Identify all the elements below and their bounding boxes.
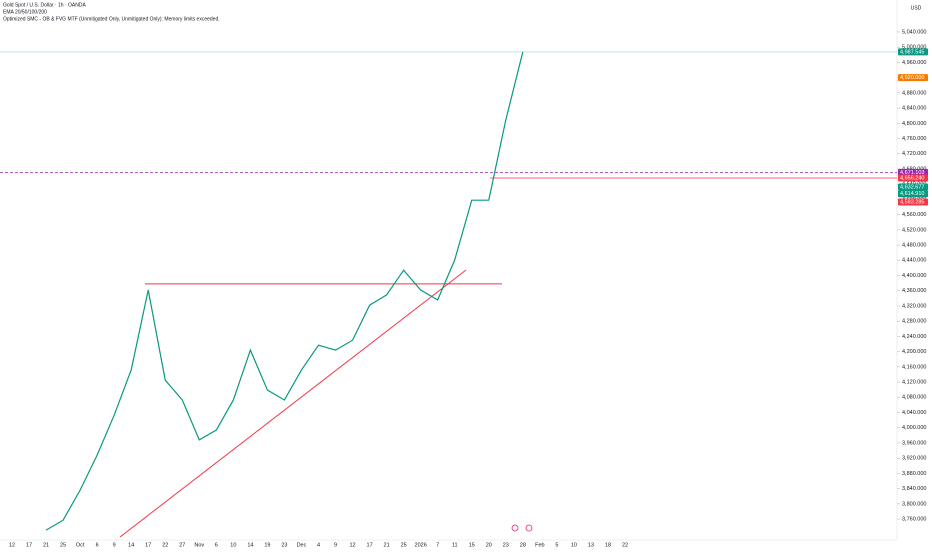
- y-tick-label: 5,040.000: [902, 29, 926, 35]
- y-tick-label: 4,520.000: [902, 227, 926, 233]
- x-tick-label: 6: [96, 542, 99, 548]
- x-tick-label: 12: [349, 542, 355, 548]
- y-tick-label: 5,000.000: [902, 45, 926, 51]
- y-tick-label: 4,120.000: [902, 380, 926, 386]
- x-tick-label: 15: [469, 542, 475, 548]
- trend-line: [119, 269, 467, 538]
- y-tick-label: 4,320.000: [902, 303, 926, 309]
- y-tick-label: 4,840.000: [902, 106, 926, 112]
- x-tick-label: 10: [571, 542, 577, 548]
- x-tick-label: 14: [247, 542, 253, 548]
- y-tick-label: 4,240.000: [902, 334, 926, 340]
- y-tick-label: 4,560.000: [902, 212, 926, 218]
- x-tick-label: 14: [128, 542, 134, 548]
- x-tick-label: Oct: [76, 542, 85, 548]
- indicator: EMA 20/50/100/200: [3, 9, 47, 15]
- price-line: [45, 51, 524, 531]
- price-tag-label: 4,656.240: [900, 175, 924, 181]
- x-tick-label: 5: [555, 542, 558, 548]
- price-tag-label: 4,671.103: [900, 170, 924, 176]
- price-tag-label: 4,632.677: [900, 184, 924, 190]
- y-tick-label: 4,800.000: [902, 121, 926, 127]
- y-tick-label: 4,040.000: [902, 410, 926, 416]
- x-tick-label: 21: [43, 542, 49, 548]
- price-tag: [898, 174, 928, 182]
- x-tick-label: 7: [436, 542, 439, 548]
- x-tick-label: Dec: [297, 542, 307, 548]
- y-tick-label: 3,880.000: [902, 471, 926, 477]
- y-tick-label: 4,880.000: [902, 90, 926, 96]
- x-tick-label: 6: [215, 542, 218, 548]
- price-tag: [898, 48, 928, 56]
- x-tick-label: 12: [9, 542, 15, 548]
- x-tick-label: 17: [367, 542, 373, 548]
- price-tag: [898, 183, 928, 191]
- x-tick-label: 17: [26, 542, 32, 548]
- x-tick-label: Feb: [535, 542, 544, 548]
- price-tag-label: 4,920.000: [900, 75, 924, 81]
- x-tick-label: 4: [317, 542, 320, 548]
- y-tick-label: 4,440.000: [902, 258, 926, 264]
- indicator: Optimized SMC - OB & FVG MTF (Unmitigate…: [3, 16, 220, 22]
- y-tick-label: 3,760.000: [902, 517, 926, 523]
- x-tick-label: 17: [145, 542, 151, 548]
- x-tick-label: 11: [452, 542, 458, 548]
- y-tick-label: 4,720.000: [902, 151, 926, 157]
- x-tick-label: 2026: [415, 542, 427, 548]
- y-tick-label: 4,280.000: [902, 319, 926, 325]
- price-tag-label: 4,987.545: [900, 49, 924, 55]
- x-tick-label: 20: [486, 542, 492, 548]
- y-tick-label: 4,160.000: [902, 364, 926, 370]
- y-tick-label: 4,080.000: [902, 395, 926, 401]
- currency: USD: [911, 5, 922, 11]
- y-tick-label: 4,200.000: [902, 349, 926, 355]
- price-tag: [898, 74, 928, 82]
- x-tick-label: 22: [162, 542, 168, 548]
- price-tag: [898, 198, 928, 206]
- x-tick-label: 25: [60, 542, 66, 548]
- price-tag-label: 4,614.910: [900, 191, 924, 197]
- x-tick-label: 22: [622, 542, 628, 548]
- event-icon: [525, 524, 533, 532]
- x-tick-label: 9: [113, 542, 116, 548]
- y-tick-label: 4,960.000: [902, 60, 926, 66]
- price-tag-label: 4,593.285: [900, 199, 924, 205]
- x-tick-label: 10: [230, 542, 236, 548]
- x-tick-label: 23: [281, 542, 287, 548]
- y-tick-label: 4,360.000: [902, 288, 926, 294]
- y-tick-label: 3,960.000: [902, 440, 926, 446]
- event-icon: [511, 524, 519, 532]
- y-tick-label: 4,000.000: [902, 425, 926, 431]
- x-tick-label: 18: [605, 542, 611, 548]
- chart-title: Gold Spot / U.S. Dollar · 1h · OANDA: [3, 2, 86, 8]
- x-tick-label: 25: [401, 542, 407, 548]
- y-tick-label: 4,480.000: [902, 243, 926, 249]
- price-tag: [898, 190, 928, 198]
- x-tick-label: 13: [588, 542, 594, 548]
- y-tick-label: 4,760.000: [902, 136, 926, 142]
- x-tick-label: 27: [179, 542, 185, 548]
- y-tick-label: 3,840.000: [902, 486, 926, 492]
- x-tick-label: 21: [384, 542, 390, 548]
- x-tick-label: 9: [334, 542, 337, 548]
- x-tick-label: 19: [264, 542, 270, 548]
- y-tick-label: 4,400.000: [902, 273, 926, 279]
- x-tick-label: Nov: [194, 542, 204, 548]
- y-tick-label: 3,920.000: [902, 456, 926, 462]
- x-tick-label: 23: [503, 542, 509, 548]
- price-tag: [898, 168, 928, 176]
- y-tick-label: 3,800.000: [902, 501, 926, 507]
- x-tick-label: 28: [520, 542, 526, 548]
